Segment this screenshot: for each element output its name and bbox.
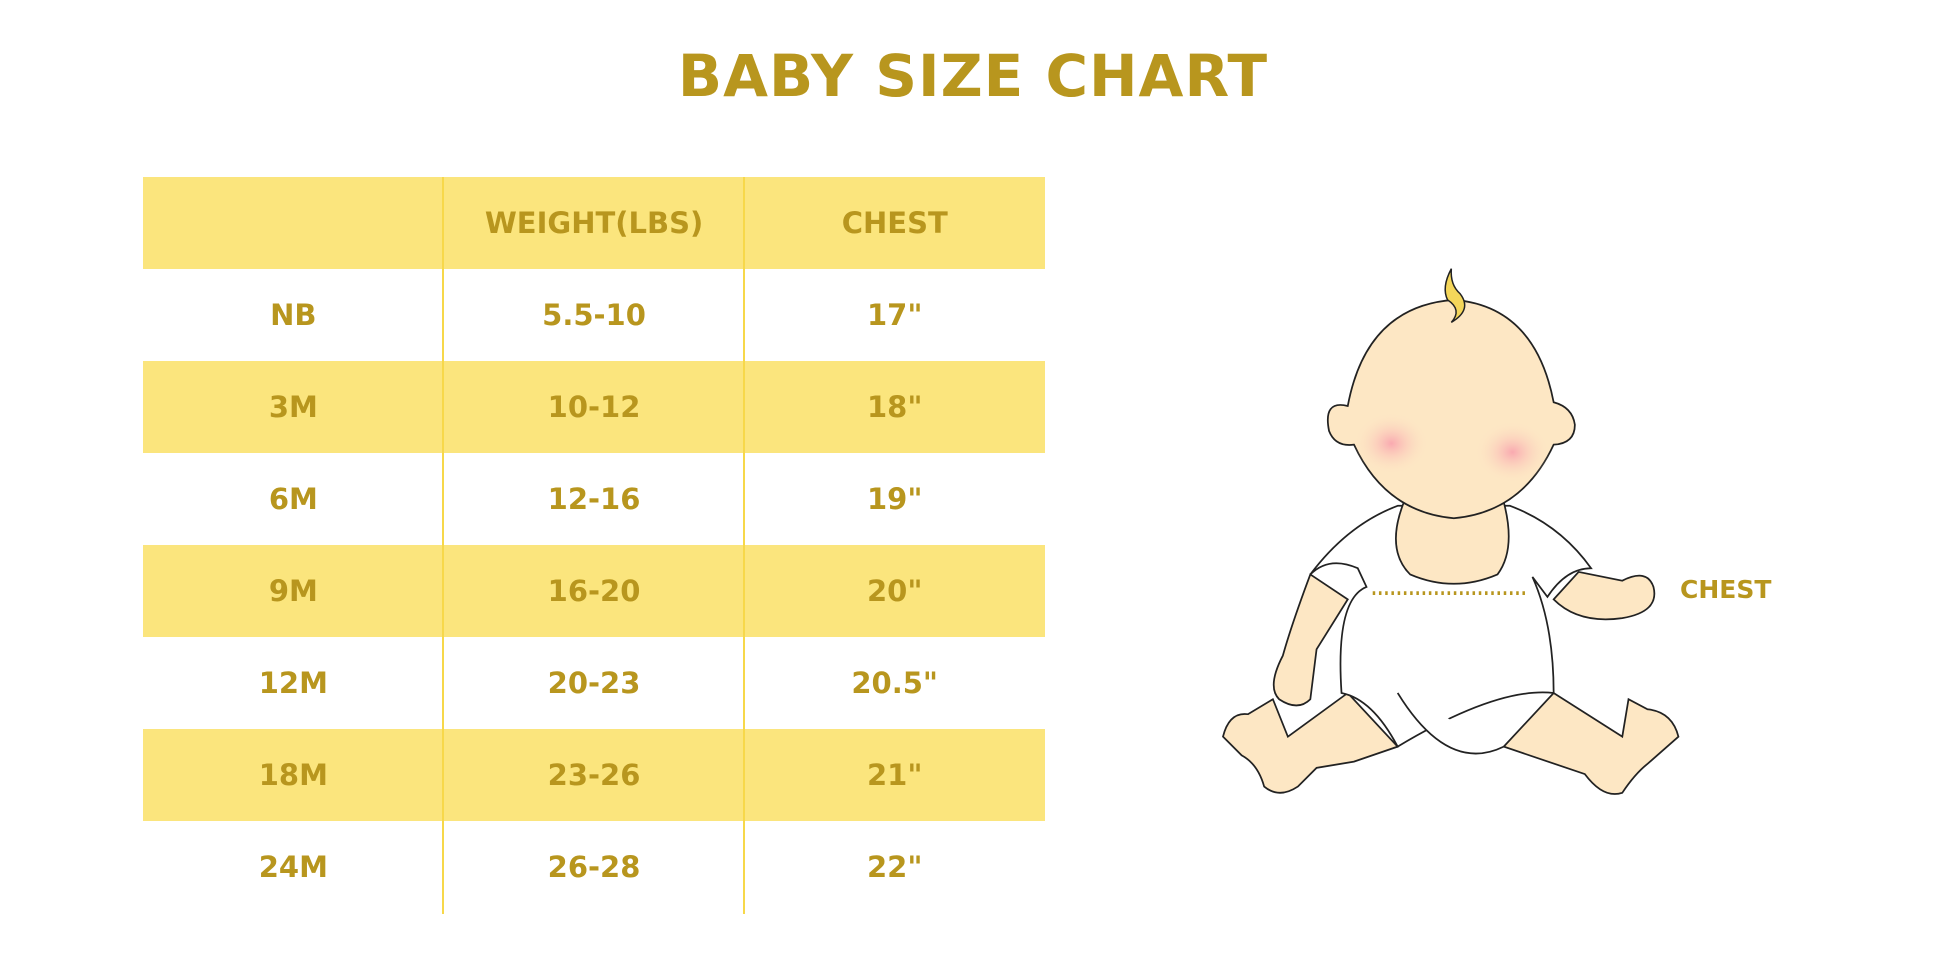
- header-size: [143, 177, 444, 269]
- cell-weight: 16-20: [547, 574, 641, 608]
- chest-label: CHEST: [1680, 575, 1772, 604]
- table-row: 9M 16-20 20": [143, 545, 1045, 637]
- cell-weight: 20-23: [547, 666, 641, 700]
- table-row: 3M 10-12 18": [143, 361, 1045, 453]
- cell-chest: 18": [866, 390, 923, 424]
- header-weight: WEIGHT(LBS): [484, 206, 704, 240]
- size-table: WEIGHT(LBS) CHEST NB 5.5-10 17" 3M 10-12 18" 6…: [143, 177, 1045, 914]
- cell-chest: 17": [866, 298, 923, 332]
- cell-size: 12M: [258, 666, 328, 700]
- header-chest: CHEST: [841, 206, 948, 240]
- cell-size: 18M: [258, 758, 328, 792]
- baby-illustration: [1222, 268, 1680, 795]
- cell-weight: 5.5-10: [542, 298, 646, 332]
- cell-chest: 20": [866, 574, 923, 608]
- page-title: BABY SIZE CHART: [677, 42, 1269, 110]
- cell-chest: 19": [866, 482, 923, 516]
- table-row: 12M 20-23 20.5": [143, 637, 1045, 729]
- table-row: 6M 12-16 19": [143, 453, 1045, 545]
- cell-size: NB: [270, 298, 317, 332]
- cell-size: 3M: [268, 390, 318, 424]
- cell-weight: 10-12: [547, 390, 641, 424]
- cell-size: 6M: [268, 482, 318, 516]
- column-divider: [442, 177, 444, 914]
- cell-chest: 22": [866, 850, 923, 884]
- cell-chest: 20.5": [851, 666, 939, 700]
- cell-weight: 26-28: [547, 850, 641, 884]
- table-row: 24M 26-28 22": [143, 821, 1045, 913]
- table-header: WEIGHT(LBS) CHEST: [143, 177, 1045, 269]
- cell-size: 9M: [268, 574, 318, 608]
- cell-weight: 23-26: [547, 758, 641, 792]
- cell-weight: 12-16: [547, 482, 641, 516]
- cell-chest: 21": [866, 758, 923, 792]
- table-row: NB 5.5-10 17": [143, 269, 1045, 361]
- column-divider: [743, 177, 745, 914]
- cell-size: 24M: [258, 850, 328, 884]
- table-row: 18M 23-26 21": [143, 729, 1045, 821]
